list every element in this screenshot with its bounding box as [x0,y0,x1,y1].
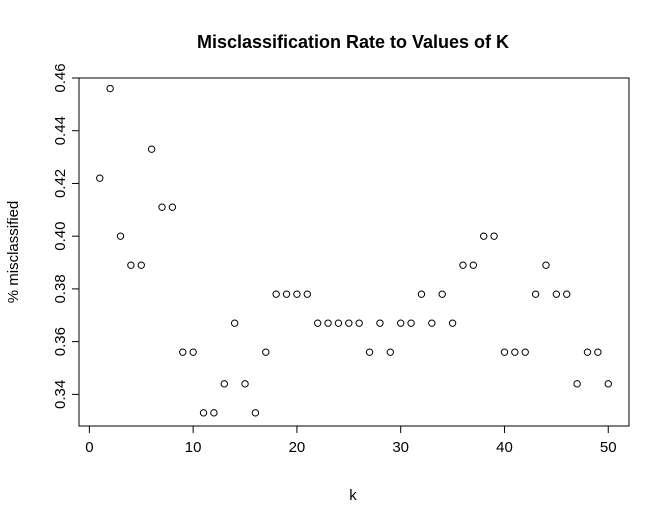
data-point [334,319,343,327]
data-point [272,290,280,298]
x-tick-label: 0 [85,439,93,456]
data-point [168,203,177,211]
x-tick-label: 30 [392,439,409,456]
data-point [396,319,405,327]
data-point [210,409,218,417]
y-tick-label: 0.40 [52,222,69,251]
data-point [521,348,529,356]
data-point [583,348,592,356]
data-point [531,290,540,298]
data-point [376,319,384,327]
data-point [96,174,104,182]
data-point [282,290,291,298]
data-point [563,290,571,298]
data-point [230,319,239,327]
data-point [490,232,498,240]
data-point [480,232,488,240]
y-axis: 0.34 0.36 0.38 0.40 0.42 0.44 0.46 [52,63,80,409]
x-tick-label: 20 [289,439,306,456]
data-point [251,409,260,417]
y-tick-label: 0.34 [52,380,69,409]
data-point [407,319,415,327]
data-point [500,348,509,356]
y-tick-label: 0.46 [52,63,69,92]
data-point [189,348,197,356]
data-point [542,261,550,269]
data-point [438,290,446,298]
data-point [293,290,301,298]
x-tick-label: 10 [185,439,202,456]
chart-title: Misclassification Rate to Values of K [197,32,509,52]
x-axis: 0 10 20 30 40 50 [85,425,617,456]
data-point [448,319,457,327]
data-point [459,261,467,269]
data-point [604,380,612,388]
data-point [179,348,187,356]
plot-frame [78,77,630,427]
data-point [428,319,436,327]
y-tick-label: 0.38 [52,274,69,303]
data-point [220,380,228,388]
data-point [262,348,270,356]
data-point [147,145,156,153]
y-tick-label: 0.42 [52,169,69,198]
data-point [386,348,395,356]
data-point [303,290,312,298]
data-point [511,348,519,356]
x-tick-label: 40 [496,439,513,456]
data-point [313,319,322,327]
data-point [573,380,581,388]
data-point [241,380,249,388]
data-point [324,319,332,327]
data-point [594,348,602,356]
data-point [127,261,135,269]
y-axis-label: % misclassified [5,201,22,304]
data-point [365,348,374,356]
data-point [106,84,114,93]
y-tick-label: 0.36 [52,327,69,356]
data-point [355,319,363,327]
data-point [199,409,208,417]
x-tick-label: 50 [600,439,617,456]
data-point [552,290,561,298]
x-axis-label: k [349,487,357,504]
data-points [96,84,612,417]
y-tick-label: 0.44 [52,116,69,145]
data-point [345,319,353,327]
data-point [469,261,478,269]
data-point [158,203,166,211]
data-point [116,232,125,240]
data-point [417,290,426,298]
data-point [137,261,145,269]
